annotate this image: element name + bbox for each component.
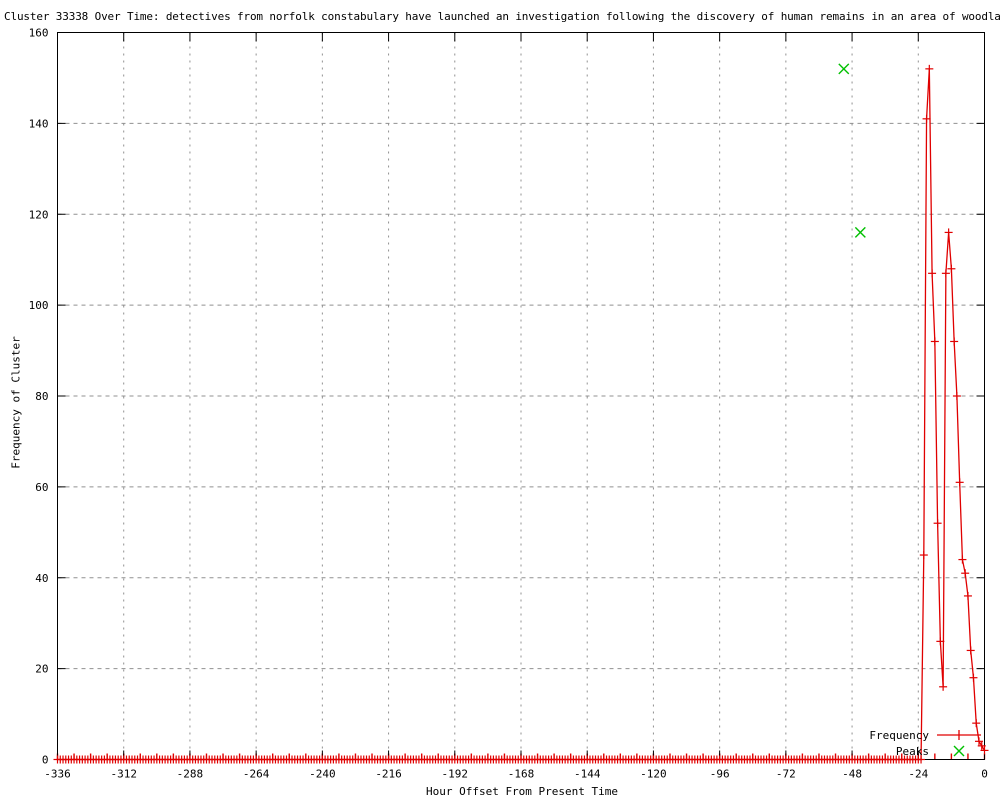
frequency-point-marker bbox=[969, 673, 978, 682]
frequency-point-marker bbox=[933, 519, 942, 528]
y-tick-label: 140 bbox=[29, 117, 49, 130]
frequency-point-marker bbox=[941, 269, 950, 278]
y-tick-label: 0 bbox=[42, 754, 49, 767]
x-tick-label: -216 bbox=[375, 768, 402, 781]
x-tick-label: -264 bbox=[243, 768, 270, 781]
frequency-point-marker bbox=[936, 637, 945, 646]
x-tick-label: -168 bbox=[508, 768, 535, 781]
frequency-point-marker bbox=[950, 337, 959, 346]
frequency-point-marker bbox=[922, 114, 931, 123]
axis-tick-labels: 0 20 40 60 80 100 120 140 160 -336 -312 -288 -264 -24… bbox=[29, 27, 988, 781]
peak-marker bbox=[838, 63, 850, 75]
chart-title: Cluster 33338 Over Time: detectives from… bbox=[4, 10, 1000, 23]
x-axis-label: Hour Offset From Present Time bbox=[425, 785, 619, 798]
frequency-point-marker bbox=[928, 269, 937, 278]
y-tick-label: 100 bbox=[29, 299, 49, 312]
y-tick-label: 80 bbox=[35, 390, 48, 403]
series-peaks bbox=[838, 63, 866, 238]
grid-lines bbox=[57, 32, 985, 760]
frequency-point-marker bbox=[977, 741, 986, 750]
x-tick-label: -24 bbox=[908, 768, 928, 781]
frequency-point-marker bbox=[974, 737, 983, 746]
x-tick-label: -336 bbox=[44, 768, 71, 781]
legend-label-peaks: Peaks bbox=[896, 745, 929, 758]
frequency-point-marker bbox=[958, 555, 967, 564]
frequency-point-marker bbox=[925, 64, 934, 73]
y-tick-label: 20 bbox=[35, 663, 48, 676]
frequency-point-marker bbox=[963, 591, 972, 600]
frequency-point-marker bbox=[966, 646, 975, 655]
x-tick-label: -240 bbox=[309, 768, 336, 781]
frequency-point-marker bbox=[972, 719, 981, 728]
peak-marker bbox=[854, 226, 866, 238]
frequency-point-marker bbox=[961, 569, 970, 578]
x-tick-label: -72 bbox=[776, 768, 796, 781]
y-tick-label: 40 bbox=[35, 572, 48, 585]
x-tick-label: -120 bbox=[640, 768, 667, 781]
series-frequency bbox=[53, 64, 989, 764]
frequency-point-marker bbox=[939, 682, 948, 691]
y-tick-label: 60 bbox=[35, 481, 48, 494]
x-tick-label: -144 bbox=[574, 768, 601, 781]
y-tick-label: 120 bbox=[29, 208, 49, 221]
chart-legend: Frequency Peaks bbox=[869, 729, 981, 758]
x-tick-label: -96 bbox=[710, 768, 730, 781]
cross-icon bbox=[953, 745, 965, 757]
frequency-point-marker bbox=[930, 337, 939, 346]
x-tick-label: -48 bbox=[842, 768, 862, 781]
frequency-point-marker bbox=[980, 746, 989, 755]
legend-label-frequency: Frequency bbox=[869, 729, 929, 742]
x-tick-label: -288 bbox=[177, 768, 204, 781]
x-tick-label: 0 bbox=[981, 768, 988, 781]
frequency-point-marker bbox=[947, 264, 956, 273]
y-tick-label: 160 bbox=[29, 27, 49, 40]
x-tick-label: -192 bbox=[442, 768, 469, 781]
x-tick-label: -312 bbox=[110, 768, 137, 781]
frequency-point-marker bbox=[944, 228, 953, 237]
frequency-point-marker bbox=[919, 551, 928, 560]
frequency-point-marker bbox=[952, 392, 961, 400]
frequency-point-marker bbox=[917, 755, 926, 764]
frequency-point-marker bbox=[955, 478, 964, 487]
